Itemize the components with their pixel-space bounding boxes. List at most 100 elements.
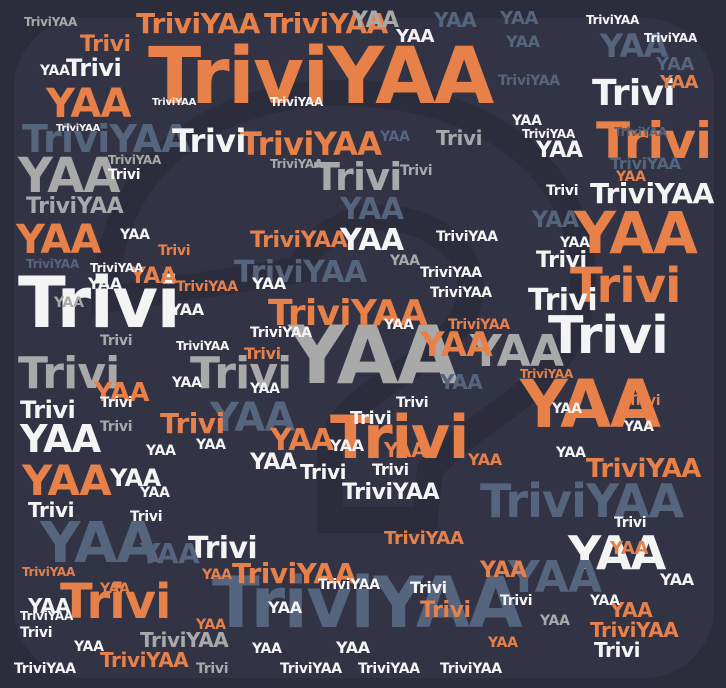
word-trivi: Trivi: [570, 258, 682, 314]
word-yaa: YAA: [660, 570, 694, 589]
word-trivi: Trivi: [244, 344, 281, 363]
word-yaa: YAA: [288, 309, 459, 402]
word-trivi: Trivi: [100, 419, 133, 435]
word-triviyaa: TriviYAA: [20, 609, 74, 623]
word-yaa: YAA: [440, 370, 483, 394]
word-trivi: Trivi: [66, 54, 122, 82]
word-triviyaa: TriviYAA: [250, 325, 312, 341]
word-yaa: YAA: [520, 366, 661, 443]
word-yaa: YAA: [600, 27, 668, 65]
word-yaa: YAA: [420, 325, 493, 365]
word-trivi: Trivi: [130, 509, 163, 525]
word-triviyaa: TriviYAA: [140, 628, 229, 652]
word-yaa: YAA: [390, 253, 420, 269]
word-yaa: YAA: [384, 317, 414, 333]
logo-question-mark-outline: [91, 79, 597, 533]
word-trivi: Trivi: [80, 32, 131, 57]
word-triviyaa: TriviYAA: [250, 228, 348, 253]
word-trivi: Trivi: [314, 155, 402, 199]
word-triviyaa: TriviYAA: [614, 125, 668, 139]
word-yaa: YAA: [556, 445, 586, 461]
word-yaa: YAA: [74, 639, 104, 655]
word-yaa: YAA: [210, 395, 295, 441]
word-yaa: YAA: [512, 113, 542, 129]
word-yaa: YAA: [110, 464, 161, 492]
word-yaa: YAA: [540, 613, 570, 629]
word-triviyaa: TriviYAA: [26, 194, 124, 219]
word-yaa: YAA: [16, 217, 101, 263]
word-yaa: YAA: [336, 638, 370, 657]
word-trivi: Trivi: [350, 408, 392, 429]
word-trivi: Trivi: [536, 248, 587, 273]
word-yaa: YAA: [536, 138, 583, 163]
word-triviyaa: TriviYAA: [100, 648, 189, 672]
word-trivi: Trivi: [100, 395, 133, 411]
word-triviyaa: TriviYAA: [342, 480, 440, 505]
word-triviyaa: TriviYAA: [384, 528, 464, 549]
word-yaa: YAA: [624, 419, 654, 435]
word-yaa: YAA: [172, 375, 202, 391]
word-yaa: YAA: [54, 295, 84, 311]
word-triviyaa: TriviYAA: [22, 565, 76, 579]
word-trivi: Trivi: [190, 348, 292, 399]
word-yaa: YAA: [140, 485, 170, 501]
word-trivi: Trivi: [372, 460, 409, 479]
word-triviyaa: TriviYAA: [448, 317, 510, 333]
word-yaa: YAA: [568, 526, 666, 580]
word-triviyaa: TriviYAA: [56, 123, 101, 134]
word-trivi: Trivi: [108, 167, 141, 183]
word-trivi: Trivi: [436, 126, 483, 150]
word-yaa: YAA: [196, 617, 226, 633]
word-trivi: Trivi: [158, 243, 191, 259]
word-yaa: YAA: [610, 598, 653, 622]
word-triviyaa: TriviYAA: [136, 7, 260, 40]
word-yaa: YAA: [146, 443, 176, 459]
word-triviyaa: TriviYAA: [108, 153, 162, 167]
word-triviyaa: TriviYAA: [270, 95, 324, 109]
word-triviyaa: TriviYAA: [148, 32, 494, 122]
word-yaa: YAA: [340, 223, 404, 258]
word-yaa: YAA: [170, 300, 204, 319]
word-yaa: YAA: [660, 72, 699, 93]
word-triviyaa: TriviYAA: [480, 474, 684, 528]
word-trivi: Trivi: [196, 661, 229, 677]
word-yaa: YAA: [18, 148, 121, 204]
word-trivi: Trivi: [594, 638, 641, 662]
word-trivi: Trivi: [20, 625, 53, 641]
word-triviyaa: TriviYAA: [498, 73, 560, 89]
word-trivi: Trivi: [528, 283, 598, 318]
word-yaa: YAA: [560, 235, 590, 251]
word-yaa: YAA: [468, 450, 502, 469]
word-triviyaa: TriviYAA: [610, 154, 681, 173]
word-yaa: YAA: [100, 581, 130, 597]
word-triviyaa: TriviYAA: [90, 261, 144, 275]
word-triviyaa: TriviYAA: [520, 367, 574, 381]
word-trivi: Trivi: [410, 578, 447, 597]
word-triviyaa: TriviYAA: [430, 285, 492, 301]
word-triviyaa: TriviYAA: [212, 562, 523, 644]
word-triviyaa: TriviYAA: [176, 339, 230, 353]
word-trivi: Trivi: [628, 393, 661, 409]
word-triviyaa: TriviYAA: [24, 15, 78, 29]
word-yaa: YAA: [352, 8, 399, 33]
word-yaa: YAA: [140, 537, 200, 570]
word-trivi: Trivi: [548, 306, 669, 366]
word-trivi: Trivi: [28, 498, 75, 522]
word-triviyaa: TriviYAA: [232, 557, 356, 590]
word-triviyaa: TriviYAA: [586, 454, 701, 484]
word-trivi: Trivi: [100, 333, 133, 349]
word-trivi: Trivi: [614, 515, 647, 531]
word-yaa: YAA: [250, 450, 297, 475]
word-trivi: Trivi: [20, 396, 76, 424]
word-yaa: YAA: [250, 381, 280, 397]
word-triviyaa: TriviYAA: [26, 257, 80, 271]
word-yaa: YAA: [120, 227, 150, 243]
word-triviyaa: TriviYAA: [14, 661, 76, 677]
word-yaa: YAA: [434, 8, 477, 32]
word-triviyaa: TriviYAA: [240, 125, 382, 163]
word-trivi: Trivi: [420, 598, 471, 623]
word-yaa: YAA: [610, 538, 649, 559]
word-trivi: Trivi: [396, 395, 429, 411]
